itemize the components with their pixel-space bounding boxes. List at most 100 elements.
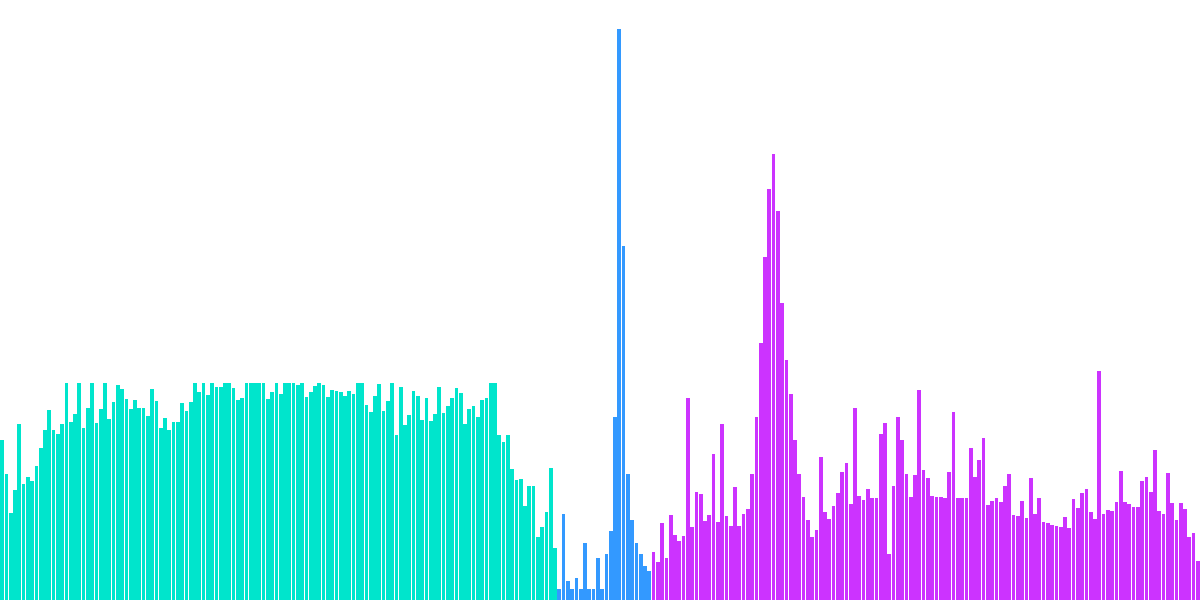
Bar — [892, 486, 895, 600]
Bar — [1196, 561, 1200, 600]
Bar — [600, 589, 604, 600]
Bar — [828, 518, 832, 600]
Bar — [1080, 493, 1084, 600]
Bar — [248, 383, 252, 600]
Bar — [648, 571, 652, 600]
Bar — [733, 487, 737, 600]
Bar — [738, 526, 742, 600]
Bar — [613, 417, 617, 600]
Bar — [1140, 481, 1144, 600]
Bar — [95, 422, 98, 600]
Bar — [365, 405, 368, 600]
Bar — [888, 554, 892, 600]
Bar — [0, 440, 4, 600]
Bar — [52, 430, 55, 600]
Bar — [446, 406, 450, 600]
Bar — [1058, 527, 1062, 600]
Bar — [866, 489, 870, 600]
Bar — [296, 385, 300, 600]
Bar — [698, 494, 702, 600]
Bar — [176, 422, 180, 600]
Bar — [515, 480, 518, 600]
Bar — [918, 391, 922, 600]
Bar — [210, 383, 214, 600]
Bar — [618, 29, 622, 600]
Bar — [728, 526, 732, 600]
Bar — [575, 578, 578, 600]
Bar — [1106, 510, 1110, 600]
Bar — [900, 440, 904, 600]
Bar — [386, 401, 390, 600]
Bar — [438, 386, 442, 600]
Bar — [956, 498, 960, 600]
Bar — [506, 436, 510, 600]
Bar — [660, 523, 664, 600]
Bar — [548, 468, 552, 600]
Bar — [1020, 501, 1024, 600]
Bar — [1098, 371, 1102, 600]
Bar — [38, 448, 42, 600]
Bar — [1063, 517, 1067, 600]
Bar — [978, 460, 982, 600]
Bar — [98, 409, 102, 600]
Bar — [368, 412, 372, 600]
Bar — [776, 211, 780, 600]
Bar — [1162, 514, 1165, 600]
Bar — [463, 424, 467, 600]
Bar — [1128, 504, 1132, 600]
Bar — [275, 383, 278, 600]
Bar — [420, 420, 424, 600]
Bar — [232, 388, 235, 600]
Bar — [403, 425, 407, 600]
Bar — [1192, 533, 1195, 600]
Bar — [65, 383, 68, 600]
Bar — [1068, 528, 1072, 600]
Bar — [308, 392, 312, 600]
Bar — [360, 383, 364, 600]
Bar — [853, 408, 857, 600]
Bar — [228, 383, 232, 600]
Bar — [1178, 503, 1182, 600]
Bar — [458, 393, 462, 600]
Bar — [652, 551, 655, 600]
Bar — [322, 385, 325, 600]
Bar — [746, 509, 750, 600]
Bar — [566, 581, 570, 600]
Bar — [626, 474, 630, 600]
Bar — [588, 589, 592, 600]
Bar — [78, 383, 82, 600]
Bar — [536, 537, 540, 600]
Bar — [1042, 522, 1045, 600]
Bar — [592, 589, 595, 600]
Bar — [180, 403, 184, 600]
Bar — [656, 562, 660, 600]
Bar — [785, 360, 788, 600]
Bar — [236, 400, 240, 600]
Bar — [240, 398, 244, 600]
Bar — [472, 406, 475, 600]
Bar — [218, 387, 222, 600]
Bar — [493, 383, 497, 600]
Bar — [288, 383, 292, 600]
Bar — [163, 418, 167, 600]
Bar — [806, 520, 810, 600]
Bar — [823, 512, 827, 600]
Bar — [1175, 520, 1178, 600]
Bar — [476, 417, 480, 600]
Bar — [935, 497, 938, 600]
Bar — [142, 408, 145, 600]
Bar — [883, 423, 887, 600]
Bar — [712, 454, 715, 600]
Bar — [938, 497, 942, 600]
Bar — [13, 490, 17, 600]
Bar — [982, 438, 985, 600]
Bar — [408, 415, 412, 600]
Bar — [206, 395, 210, 600]
Bar — [292, 383, 295, 600]
Bar — [1115, 502, 1118, 600]
Bar — [155, 401, 158, 600]
Bar — [810, 537, 814, 600]
Bar — [1076, 508, 1080, 600]
Bar — [596, 559, 600, 600]
Bar — [703, 521, 707, 600]
